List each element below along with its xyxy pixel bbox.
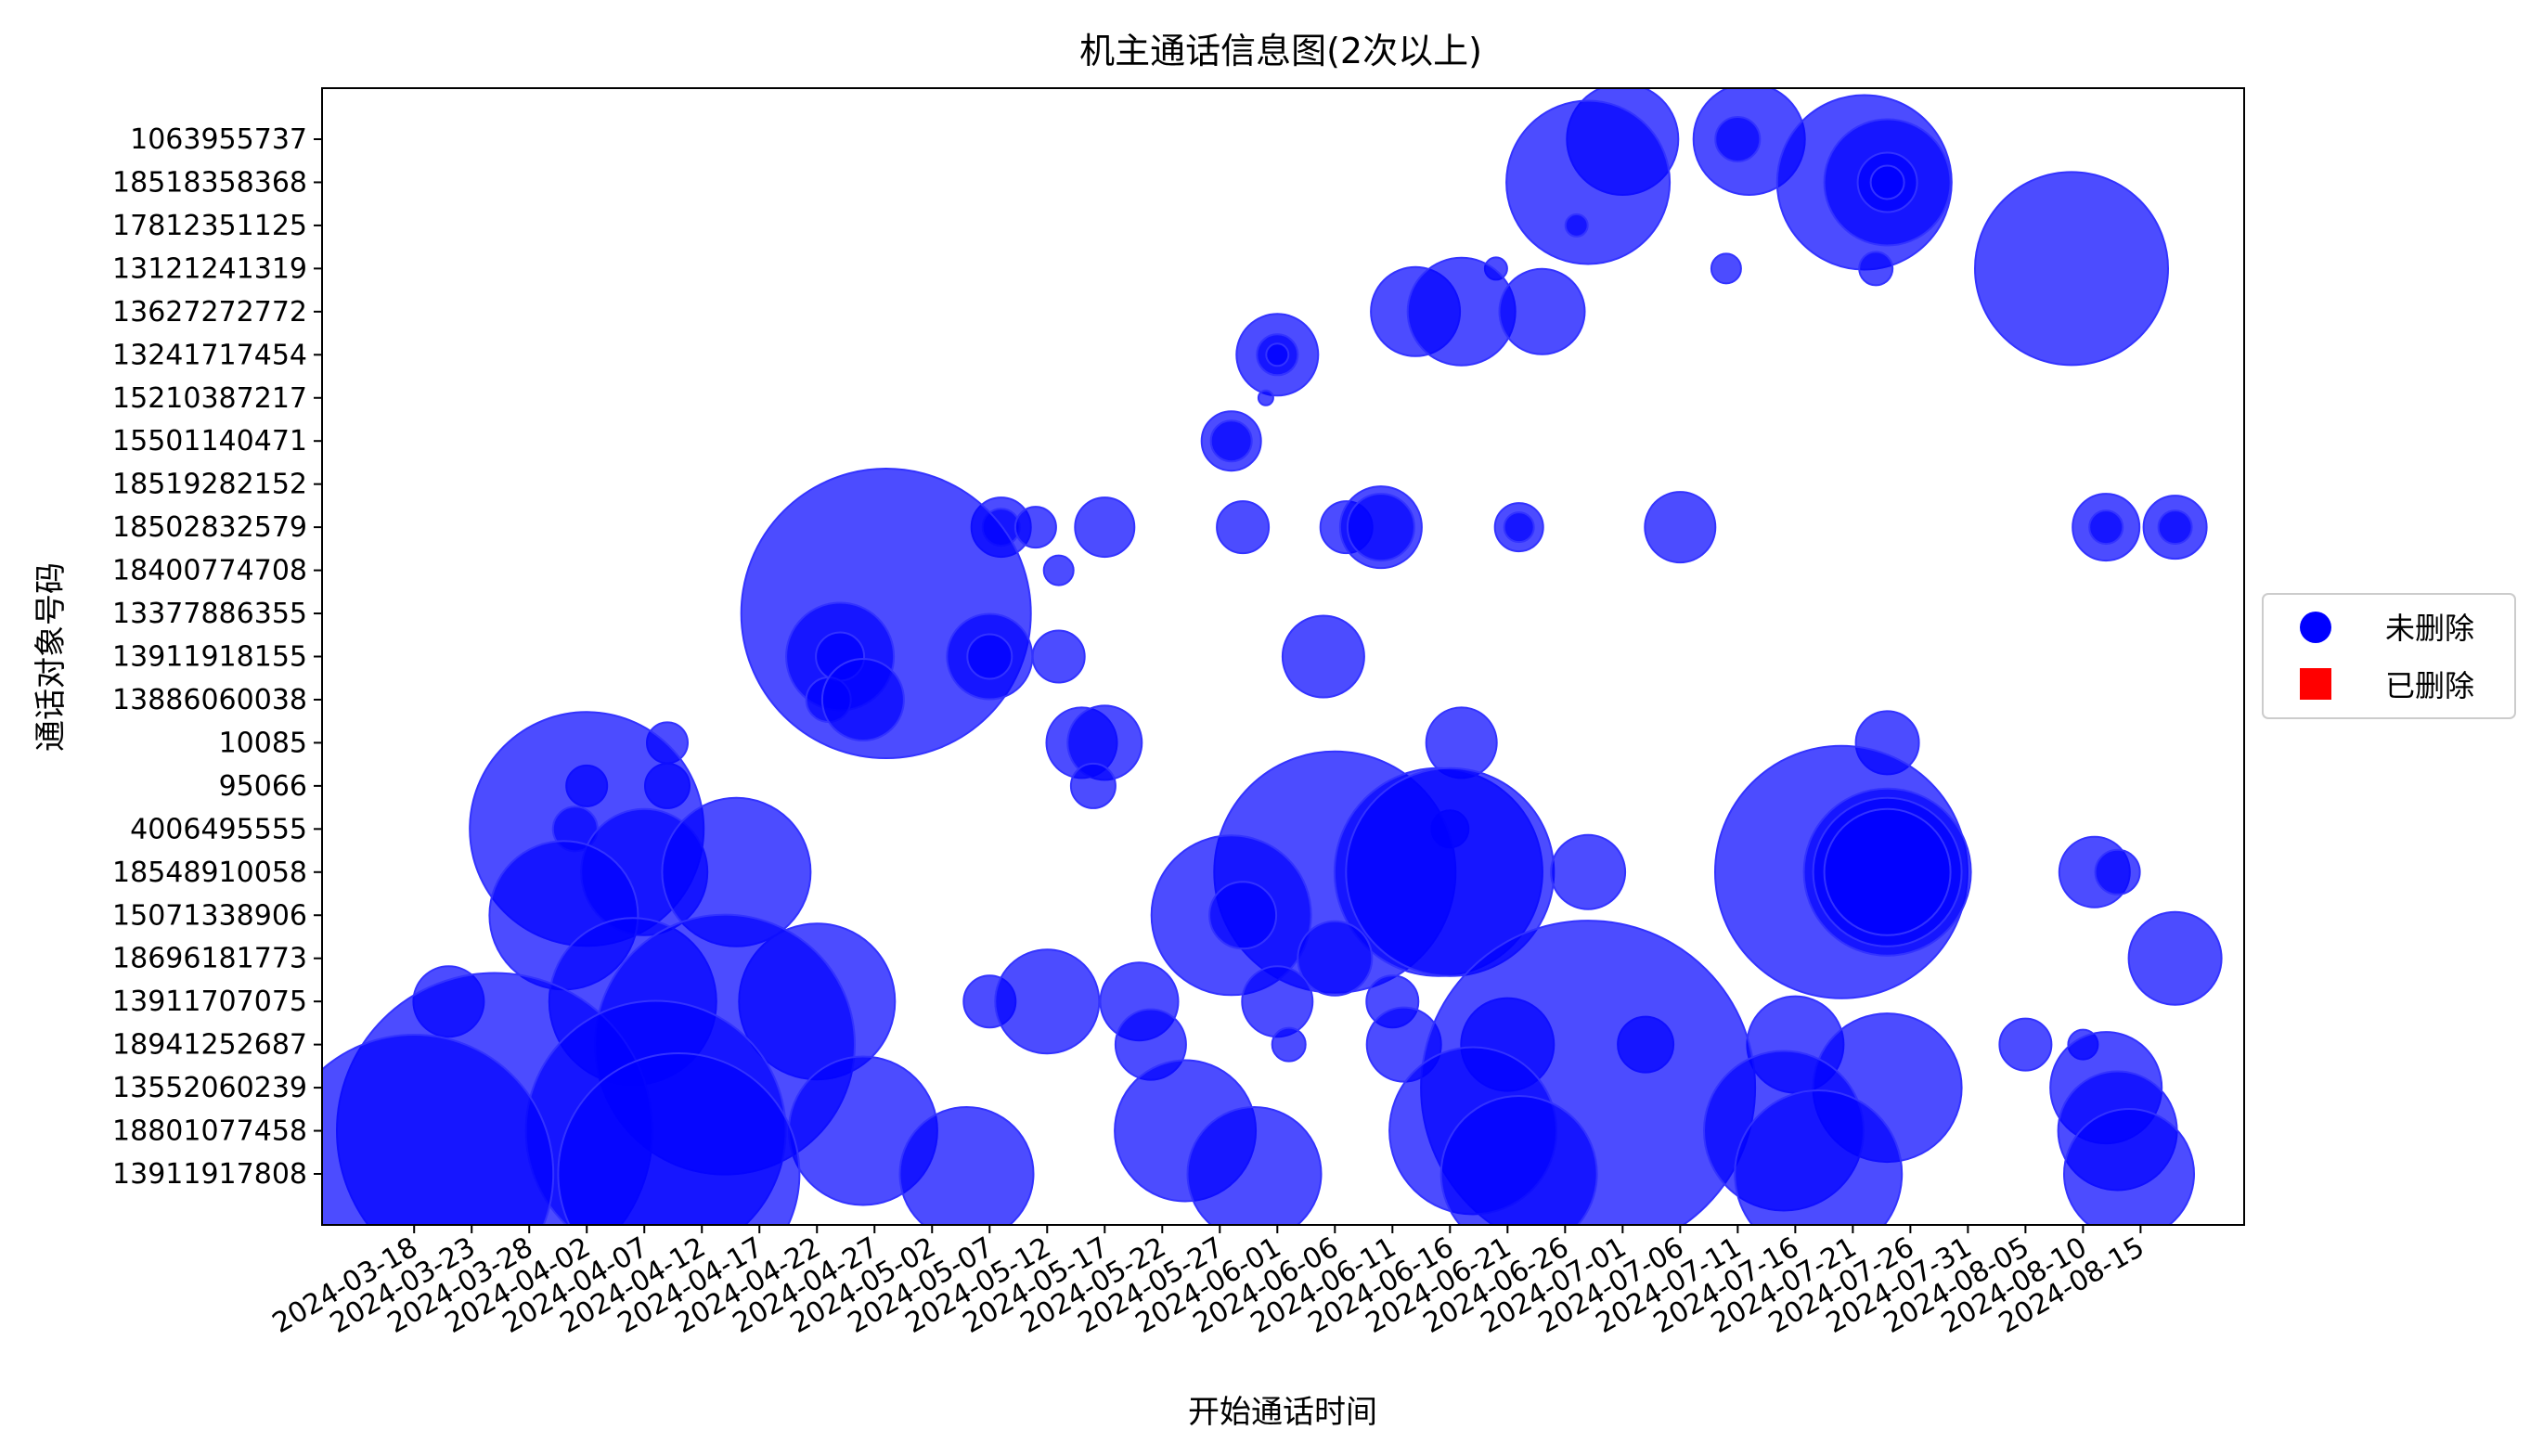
- y-tick-label: 95066: [219, 770, 307, 803]
- y-tick-label: 18941252687: [112, 1029, 307, 1062]
- y-axis-title: 通话对象号码: [32, 562, 70, 752]
- bubble-point: [1297, 920, 1374, 997]
- bubble-point: [1031, 629, 1086, 684]
- bubble-point: [898, 1106, 1035, 1225]
- chart-title: 机主通话信息图(2次以上): [1079, 31, 1482, 71]
- bubble-point: [2063, 1108, 2195, 1225]
- bubble-point: [2127, 910, 2223, 1006]
- bubble-point: [1714, 116, 1762, 162]
- bubble-point: [1974, 171, 2169, 367]
- legend-marker-circle: [2300, 612, 2331, 643]
- bubble-point: [1074, 496, 1136, 559]
- y-tick-label: 13552060239: [112, 1072, 307, 1104]
- x-axis: 2024-03-182024-03-232024-03-282024-04-02…: [267, 1225, 2149, 1340]
- bubble-point: [1644, 491, 1717, 564]
- bubble-point: [994, 948, 1101, 1055]
- bubble-point: [2088, 509, 2124, 546]
- bubble-point: [1257, 389, 1274, 406]
- bubble-point: [1858, 251, 1894, 287]
- bubble-point: [1042, 554, 1075, 586]
- legend-marker-square: [2300, 668, 2331, 700]
- bubble-point: [1208, 881, 1278, 950]
- y-tick-label: 18801077458: [112, 1115, 307, 1148]
- y-tick-label: 13121241319: [112, 252, 307, 285]
- y-axis: 13911917808 18801077458 13552060239 1894125…: [112, 123, 322, 1191]
- y-tick-label: 15071338906: [112, 899, 307, 932]
- bubble-point: [1281, 614, 1365, 699]
- bubble-point: [1998, 1017, 2053, 1072]
- bubble-point: [1271, 1026, 1307, 1063]
- y-tick-label: 1063955737: [130, 123, 307, 156]
- bubble-point: [1241, 965, 1314, 1038]
- y-tick-label: 17812351125: [112, 210, 307, 242]
- bubble-point: [1823, 807, 1952, 936]
- bubble-point: [1498, 267, 1586, 355]
- bubble-point: [1869, 164, 1905, 200]
- bubble-point: [1710, 252, 1742, 285]
- x-axis-title: 开始通话时间: [1188, 1394, 1377, 1431]
- y-tick-label: 18400774708: [112, 555, 307, 587]
- bubble-point: [1734, 1089, 1904, 1225]
- bubble-point: [1216, 500, 1271, 555]
- y-tick-label: 13241717454: [112, 339, 307, 371]
- y-tick-label: 18518358368: [112, 166, 307, 199]
- bubble-point: [1550, 833, 1627, 910]
- bubble-point: [1069, 762, 1117, 809]
- y-tick-label: 13377886355: [112, 598, 307, 630]
- y-tick-label: 13627272772: [112, 296, 307, 329]
- bubble-point: [1346, 493, 1415, 562]
- y-tick-label: 18548910058: [112, 857, 307, 889]
- y-tick-label: 18519282152: [112, 469, 307, 501]
- y-tick-label: 4006495555: [130, 813, 307, 845]
- y-tick-label: 13886060038: [112, 684, 307, 716]
- bubble-point: [1209, 419, 1253, 463]
- bubble-point: [1503, 511, 1535, 544]
- bubble-layer: [322, 88, 2223, 1225]
- legend-label-deleted: 已删除: [2385, 668, 2474, 703]
- y-tick-label: 15210387217: [112, 382, 307, 415]
- bubble-point: [322, 1034, 555, 1225]
- bubble-point: [966, 633, 1013, 680]
- y-tick-label: 10085: [219, 727, 307, 759]
- bubble-point: [1439, 1095, 1598, 1225]
- y-tick-label: 18502832579: [112, 511, 307, 544]
- bubble-point: [1505, 99, 1672, 265]
- bubble-point: [557, 1052, 801, 1225]
- bubble-point: [1564, 213, 1589, 238]
- y-tick-label: 15501140471: [112, 425, 307, 457]
- bubble-point: [1265, 342, 1290, 367]
- bubble-point: [820, 658, 905, 741]
- legend: 未删除 已删除: [2262, 593, 2516, 719]
- y-tick-label: 18696181773: [112, 943, 307, 975]
- bubble-point: [2094, 848, 2141, 896]
- y-tick-label: 13911917808: [112, 1158, 307, 1191]
- y-tick-label: 13911918155: [112, 641, 307, 674]
- y-tick-label: 13911707075: [112, 986, 307, 1018]
- bubble-point: [1013, 506, 1057, 549]
- bubble-point: [1186, 1106, 1323, 1225]
- legend-label-not-deleted: 未删除: [2385, 611, 2474, 646]
- bubble-point: [2157, 509, 2193, 546]
